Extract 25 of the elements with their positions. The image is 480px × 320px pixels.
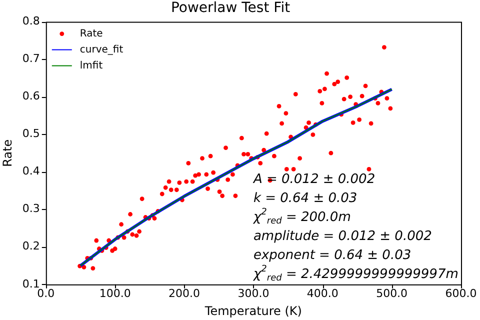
y-axis-title: Rate [0, 139, 14, 167]
y-tick-label: 0.1 [22, 277, 40, 290]
y-tick-label: 0.3 [22, 202, 40, 216]
legend-label: Rate [80, 28, 103, 40]
legend-label: curve_fit [80, 44, 124, 56]
y-tick-label: 0.5 [22, 127, 40, 140]
y-tick-label: 0.6 [22, 90, 40, 103]
x-tick-label: 0.0 [37, 286, 55, 300]
chart-title: Powerlaw Test Fit [170, 0, 291, 16]
x-tick-label: 200.0 [168, 286, 200, 300]
y-tick-label: 0.7 [22, 52, 40, 66]
y-tick-label: 0.8 [22, 14, 40, 28]
y-tick-label: 0.2 [22, 240, 40, 253]
x-axis-title: Temperature (K) [204, 304, 302, 318]
x-tick-label: 500.0 [376, 286, 408, 300]
annotation: A = 0.012 ± 0.002 [252, 172, 376, 187]
x-tick-label: 600.0 [445, 286, 477, 300]
x-tick-label: 400.0 [306, 286, 338, 300]
annotation: k = 0.64 ± 0.03 [253, 190, 358, 206]
annotation: exponent = 0.64 ± 0.03 [253, 248, 412, 263]
y-tick-label: 0.4 [22, 164, 40, 178]
annotation: amplitude = 0.012 ± 0.002 [253, 228, 432, 244]
x-tick-label: 100.0 [99, 286, 131, 300]
x-tick-label: 300.0 [238, 286, 270, 300]
legend-label: lmfit [80, 60, 103, 72]
